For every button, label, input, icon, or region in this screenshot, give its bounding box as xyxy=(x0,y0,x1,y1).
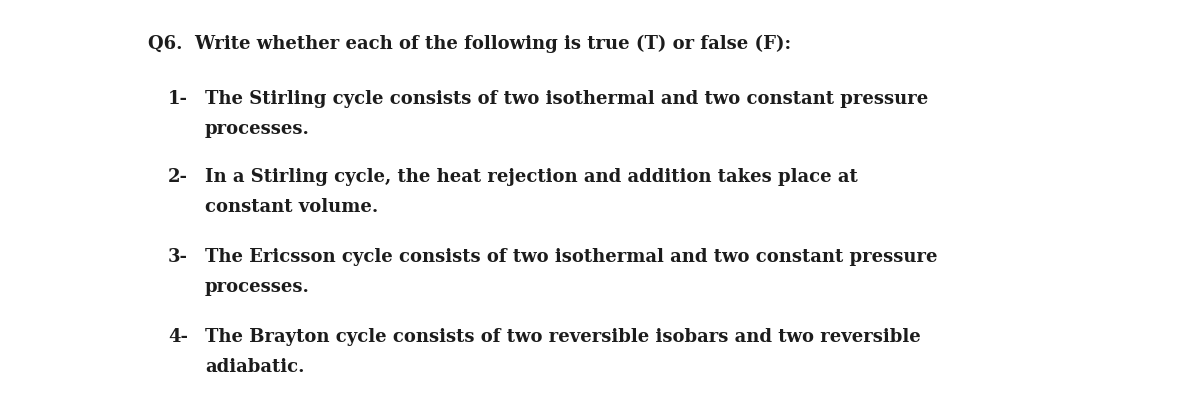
Text: 1-: 1- xyxy=(168,90,188,108)
Text: adiabatic.: adiabatic. xyxy=(205,358,304,376)
Text: In a Stirling cycle, the heat rejection and addition takes place at: In a Stirling cycle, the heat rejection … xyxy=(205,168,858,186)
Text: constant volume.: constant volume. xyxy=(205,198,379,216)
Text: 2-: 2- xyxy=(168,168,188,186)
Text: 3-: 3- xyxy=(168,248,188,266)
Text: The Stirling cycle consists of two isothermal and two constant pressure: The Stirling cycle consists of two isoth… xyxy=(205,90,928,108)
Text: Q6.  Write whether each of the following is true (T) or false (F):: Q6. Write whether each of the following … xyxy=(149,35,791,53)
Text: processes.: processes. xyxy=(205,278,310,296)
Text: The Brayton cycle consists of two reversible isobars and two reversible: The Brayton cycle consists of two revers… xyxy=(205,328,921,346)
Text: The Ericsson cycle consists of two isothermal and two constant pressure: The Ericsson cycle consists of two isoth… xyxy=(205,248,938,266)
Text: processes.: processes. xyxy=(205,120,310,138)
Text: 4-: 4- xyxy=(168,328,188,346)
